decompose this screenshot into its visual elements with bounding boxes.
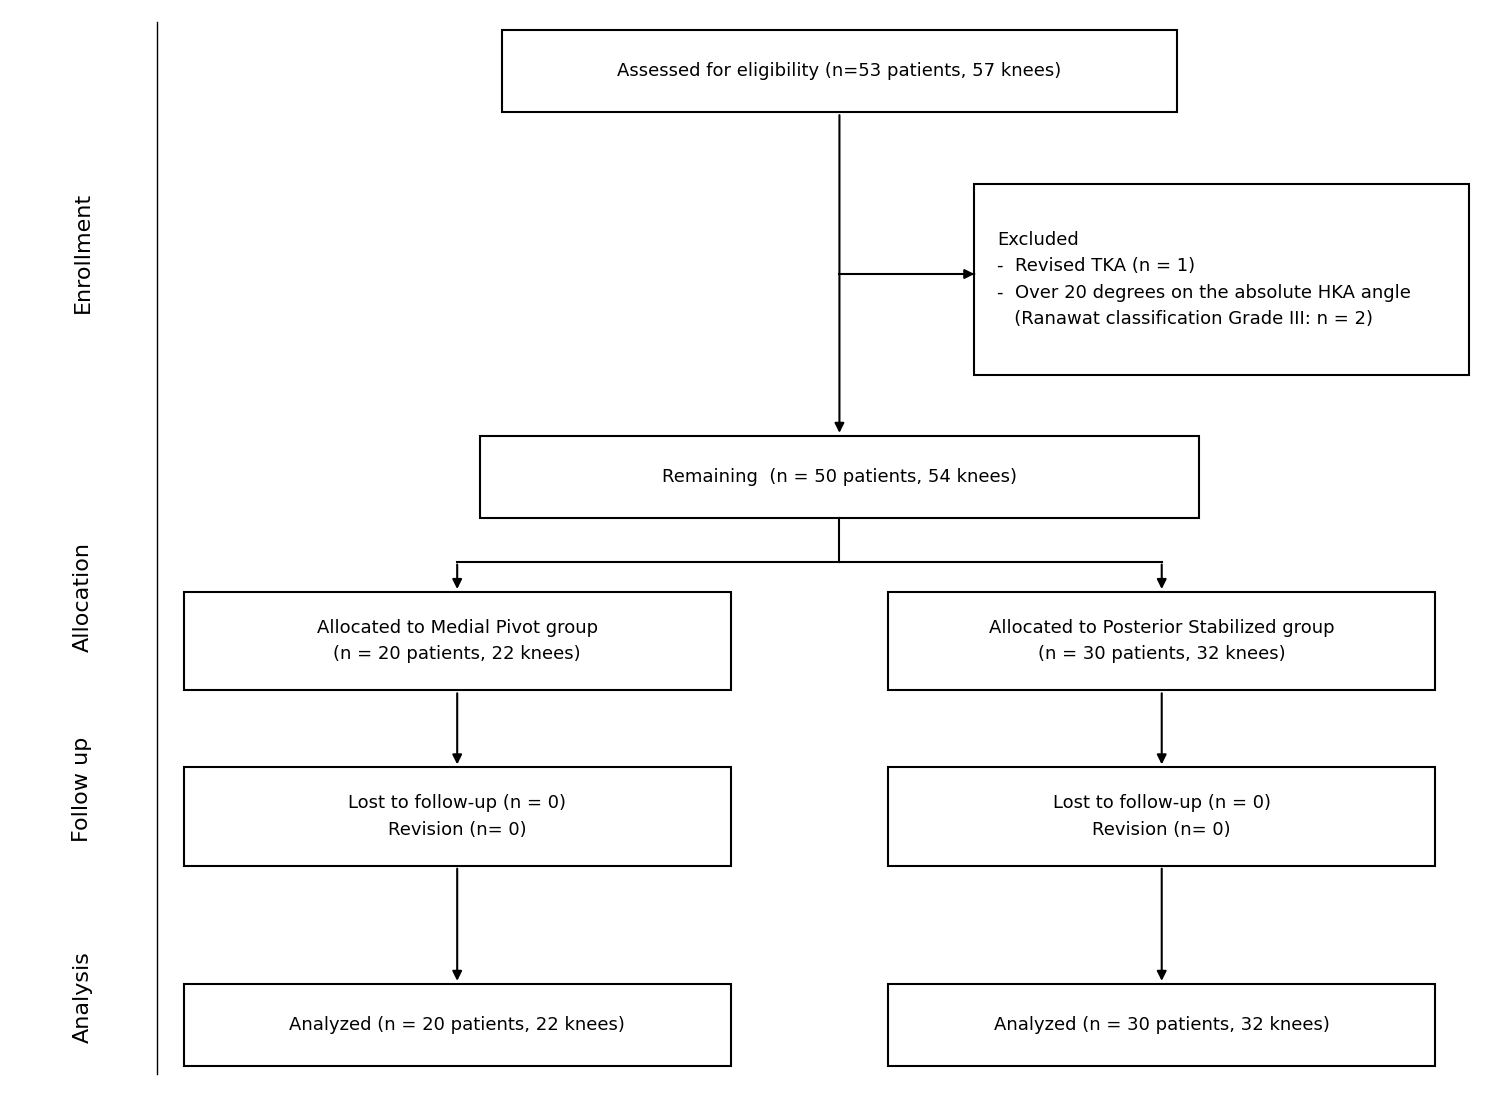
FancyBboxPatch shape [183,984,730,1065]
FancyBboxPatch shape [183,592,730,690]
Text: Lost to follow-up (n = 0)
Revision (n= 0): Lost to follow-up (n = 0) Revision (n= 0… [1052,795,1271,838]
Text: Excluded
-  Revised TKA (n = 1)
-  Over 20 degrees on the absolute HKA angle
   : Excluded - Revised TKA (n = 1) - Over 20… [997,231,1411,328]
Text: Assessed for eligibility (n=53 patients, 57 knees): Assessed for eligibility (n=53 patients,… [618,62,1061,80]
Text: Analysis: Analysis [72,951,93,1043]
FancyBboxPatch shape [183,767,730,866]
Text: Remaining  (n = 50 patients, 54 knees): Remaining (n = 50 patients, 54 knees) [663,468,1016,486]
Text: Lost to follow-up (n = 0)
Revision (n= 0): Lost to follow-up (n = 0) Revision (n= 0… [348,795,567,838]
Text: Allocated to Medial Pivot group
(n = 20 patients, 22 knees): Allocated to Medial Pivot group (n = 20 … [316,619,598,663]
FancyBboxPatch shape [974,183,1469,375]
Text: Follow up: Follow up [72,737,93,842]
FancyBboxPatch shape [887,984,1435,1065]
Text: Enrollment: Enrollment [72,192,93,312]
Text: Analyzed (n = 30 patients, 32 knees): Analyzed (n = 30 patients, 32 knees) [994,1016,1330,1034]
FancyBboxPatch shape [887,767,1435,866]
Text: Analyzed (n = 20 patients, 22 knees): Analyzed (n = 20 patients, 22 knees) [289,1016,625,1034]
FancyBboxPatch shape [480,436,1199,518]
FancyBboxPatch shape [887,592,1435,690]
Text: Allocation: Allocation [72,543,93,652]
FancyBboxPatch shape [502,30,1177,112]
Text: Allocated to Posterior Stabilized group
(n = 30 patients, 32 knees): Allocated to Posterior Stabilized group … [989,619,1334,663]
